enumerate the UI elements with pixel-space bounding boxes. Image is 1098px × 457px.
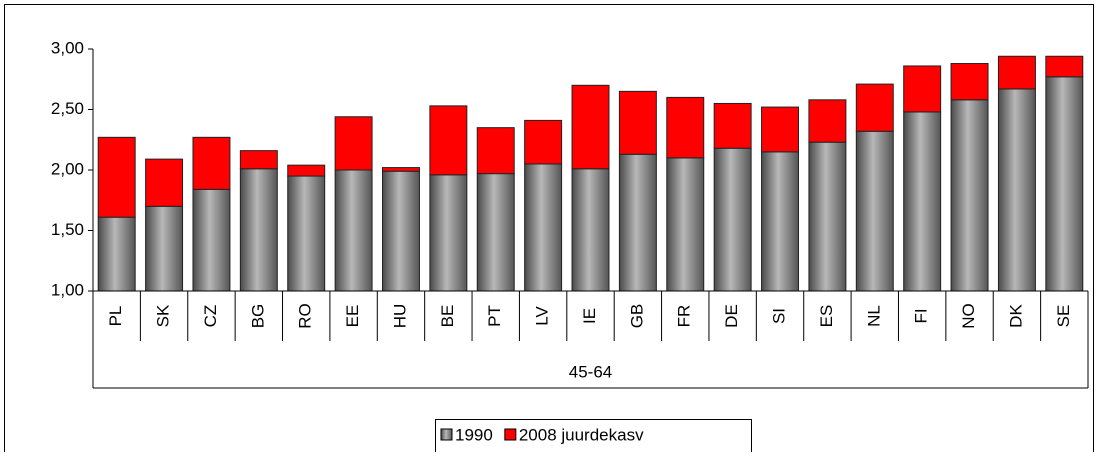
bar-segment — [761, 151, 800, 292]
x-tick-label: ES — [817, 305, 836, 328]
bar-segment — [1045, 76, 1084, 292]
x-tick-label: NL — [864, 305, 883, 327]
bar-segment — [287, 164, 326, 177]
bar-segment — [571, 168, 610, 292]
bar-segment — [903, 111, 942, 292]
bar-segment — [239, 168, 278, 292]
bar-segment — [334, 116, 373, 171]
bar-segment — [476, 173, 515, 292]
bar-segment — [713, 102, 752, 149]
x-tick-label: SI — [770, 308, 789, 324]
bar-segment — [808, 99, 847, 143]
bar-segment — [334, 169, 373, 292]
x-tick-label: DK — [1006, 304, 1025, 328]
bar-segment — [997, 88, 1036, 292]
bar-segment — [97, 136, 136, 218]
x-tick-label: RO — [296, 303, 315, 329]
x-tick-label: NO — [959, 303, 978, 329]
bar-segment — [855, 130, 894, 292]
legend-swatch — [440, 428, 453, 441]
legend-label: 1990 — [455, 425, 493, 444]
bar-segment — [666, 157, 705, 292]
bar-segment — [429, 105, 468, 176]
bar-segment — [997, 55, 1036, 90]
x-tick-label: PT — [485, 305, 504, 327]
group-label: 45-64 — [569, 362, 612, 381]
x-tick-label: HU — [390, 304, 409, 329]
y-tick-label: 1,50 — [51, 220, 84, 239]
bar-segment — [97, 216, 136, 292]
bar-segment — [192, 188, 231, 292]
bar-segment — [571, 84, 610, 170]
bar-segment — [381, 167, 420, 172]
bar-segment — [950, 99, 989, 292]
y-tick-label: 1,00 — [51, 280, 84, 299]
x-tick-label: SK — [154, 304, 173, 327]
bar-segment — [524, 163, 563, 292]
bar-segment — [666, 96, 705, 159]
bar-segment — [903, 65, 942, 113]
chart-border — [4, 4, 1094, 452]
bar-segment — [476, 127, 515, 175]
legend-label: 2008 juurdekasv — [519, 425, 644, 444]
bar-segment — [239, 150, 278, 170]
bar-segment — [381, 170, 420, 292]
bar-segment — [618, 90, 657, 155]
bar-segment — [429, 174, 468, 292]
y-tick-label: 3,00 — [51, 38, 84, 57]
bar-segment — [808, 141, 847, 292]
bar-segment — [855, 83, 894, 132]
x-tick-label: SE — [1054, 305, 1073, 328]
x-tick-label: CZ — [201, 305, 220, 328]
x-tick-label: DE — [722, 304, 741, 328]
bar-segment — [761, 106, 800, 153]
x-tick-label: PL — [106, 306, 125, 327]
bar-segment — [192, 136, 231, 190]
bar-segment — [1045, 55, 1084, 78]
x-tick-label: FR — [675, 305, 694, 328]
bar-segment — [524, 119, 563, 165]
x-tick-label: BE — [438, 305, 457, 328]
y-tick-label: 2,00 — [51, 159, 84, 178]
legend-box — [435, 419, 752, 454]
legend-swatch — [504, 428, 517, 441]
bar-segment — [145, 205, 184, 292]
x-tick-label: BG — [248, 304, 267, 329]
bar-segment — [950, 63, 989, 101]
bar-segment — [287, 175, 326, 292]
x-tick-label: LV — [533, 306, 552, 326]
y-tick-label: 2,50 — [51, 99, 84, 118]
x-tick-label: IE — [580, 308, 599, 324]
bar-segment — [618, 153, 657, 292]
x-tick-label: FI — [912, 308, 931, 323]
bar-segment — [145, 158, 184, 207]
x-tick-label: GB — [627, 304, 646, 329]
bar-segment — [713, 147, 752, 292]
x-tick-label: EE — [343, 305, 362, 328]
